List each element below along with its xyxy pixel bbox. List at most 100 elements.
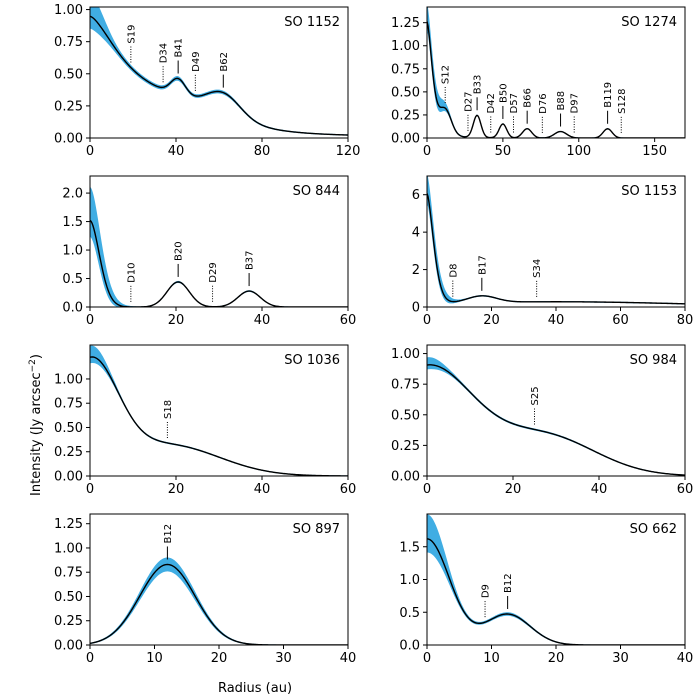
x-tick-label: 30 [612,651,629,666]
y-tick-label: 0.50 [54,67,83,82]
x-tick-label: 0 [86,651,94,666]
annotation-label: D49 [191,51,202,71]
panel-title: SO 984 [630,353,677,368]
y-tick-label: 0.50 [391,408,420,423]
annotation-label: S128 [617,88,628,113]
x-tick-label: 20 [211,651,228,666]
y-tick-label: 0.25 [54,99,83,114]
x-tick-label: 60 [677,482,694,497]
annotation-label: B66 [523,88,534,108]
x-tick-label: 80 [677,313,694,328]
axes-frame [426,6,686,139]
annotation-label: D34 [159,43,170,63]
axes-frame [89,175,349,308]
y-tick-label: 0.25 [54,614,83,629]
y-tick-label: 0.00 [54,639,83,654]
median-profile-line-6 [427,364,685,476]
x-tick-label: 0 [423,651,431,666]
y-tick-label: 0.00 [391,470,420,485]
panel-title: SO 1036 [284,353,340,368]
x-tick-label: 40 [677,651,694,666]
annotation-label: B12 [163,524,174,544]
x-tick-label: 40 [340,651,357,666]
x-tick-label: 80 [254,144,271,159]
y-tick-label: 0.0 [62,301,83,316]
x-tick-label: 60 [340,313,357,328]
x-tick-label: 0 [423,313,431,328]
y-tick-label: 0.00 [54,470,83,485]
median-profile-line-8 [427,538,685,645]
y-tick-label: 0.25 [54,445,83,460]
x-tick-label: 0 [423,482,431,497]
x-tick-label: 20 [483,313,500,328]
x-tick-label: 40 [254,482,271,497]
y-tick-label: 0.00 [54,132,83,147]
x-tick-label: 0 [86,482,94,497]
y-tick-label: 4 [412,226,420,241]
x-tick-label: 60 [340,482,357,497]
x-tick-label: 20 [505,482,522,497]
x-tick-label: 40 [254,313,271,328]
panel-title: SO 844 [293,184,340,199]
y-tick-label: 1.00 [54,3,83,18]
annotation-label: S25 [530,386,541,405]
annotation-label: B12 [503,573,514,593]
x-tick-label: 150 [642,144,667,159]
y-tick-label: 0.25 [391,108,420,123]
y-tick-label: 1.5 [62,215,83,230]
x-tick-label: 120 [336,144,361,159]
median-profile-line-4 [427,193,685,305]
x-tick-label: 10 [146,651,163,666]
posterior-band-6 [427,357,685,476]
y-tick-label: 0.50 [391,85,420,100]
y-tick-label: 0.75 [391,378,420,393]
y-tick-label: 0.75 [54,35,83,50]
y-tick-label: 0.75 [391,62,420,77]
y-tick-label: 1.0 [399,573,420,588]
median-profile-line-1 [90,15,348,136]
y-tick-label: 2 [412,263,420,278]
panel-3: D10 B20 D29 B37 0 20 40 60 0.0 0.5 1.0 1.5 2.0 SO 844 [62,175,357,328]
median-profile-line-5 [90,356,348,476]
y-tick-label: 0.00 [391,132,420,147]
panel-5: S18 0 20 40 60 0.00 0.25 0.50 0.75 1.00 SO 1036 [54,344,357,497]
posterior-band-7 [90,557,348,645]
y-axis-label-close: ) [29,354,44,359]
annotation-label: B37 [245,250,256,270]
annotation-label: B20 [174,241,185,261]
annotation-label: D8 [448,264,459,278]
x-tick-label: 40 [168,144,185,159]
y-tick-label: 1.00 [54,372,83,387]
annotation-label: S18 [163,400,174,419]
panel-6: S25 0 20 40 60 0.00 0.25 0.50 0.75 1.00 SO 984 [391,344,694,497]
panel-7: B12 0 10 20 30 40 0.00 0.25 0.50 0.75 1.00 1.25 SO 8… [54,513,357,666]
x-axis-label: Radius (au) [218,681,292,696]
annotation-label: D76 [538,93,549,113]
y-tick-label: 1.00 [54,541,83,556]
annotation-label: S12 [441,65,452,84]
x-tick-label: 50 [495,144,512,159]
y-tick-label: 0.75 [54,566,83,581]
annotation-label: B119 [603,82,614,108]
y-tick-label: 1.5 [399,540,420,555]
x-tick-label: 20 [168,482,185,497]
y-tick-label: 1.00 [391,39,420,54]
annotation-label: D10 [126,262,137,282]
x-tick-label: 20 [168,313,185,328]
panel-1: S19 D34 B41 D49 B62 0 40 80 120 0.00 0.25 0.50 0.75 1… [54,3,361,159]
y-tick-label: 1.00 [391,347,420,362]
panel-title: SO 1152 [284,15,340,30]
x-tick-label: 40 [548,313,565,328]
annotation-label: D9 [481,584,492,598]
median-profile-line-7 [90,563,348,645]
annotation-label: D29 [208,262,219,282]
panel-8: D9 B12 0 10 20 30 40 0.0 0.5 1.0 1.5 SO 662 [399,513,694,666]
y-tick-label: 0.50 [54,421,83,436]
y-tick-label: 0 [412,301,420,316]
y-tick-label: 0.5 [62,272,83,287]
annotation-label: D97 [570,93,581,113]
y-tick-label: 0.50 [54,590,83,605]
